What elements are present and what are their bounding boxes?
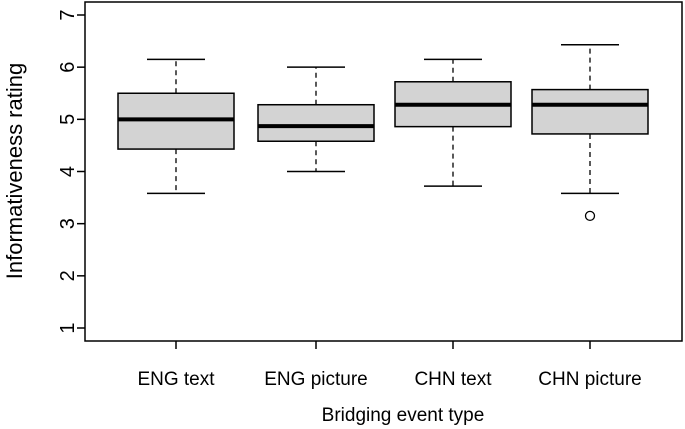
box-chn-picture [531,43,649,221]
x-tick-label: ENG picture [264,369,367,390]
y-axis: 1 2 3 4 5 6 7 [57,9,85,334]
x-tick-label: CHN picture [538,369,641,390]
outlier-point [584,210,596,221]
y-tick-label: 5 [57,114,79,125]
boxes [117,43,649,221]
plot-frame [84,1,683,342]
y-axis-label: Informativeness rating [2,63,27,279]
y-tick-label: 4 [57,166,79,177]
x-axis: ENG text ENG picture CHN text CHN picture [137,341,642,390]
y-tick-label: 3 [57,218,79,229]
y-tick-label: 1 [57,322,79,333]
box-eng-picture [257,66,375,173]
x-tick-label: ENG text [137,369,215,390]
y-tick-label: 7 [57,9,79,20]
box-eng-text [117,58,235,195]
iqr-box [257,103,375,142]
iqr-box [531,88,649,135]
y-tick-label: 6 [57,62,79,73]
x-axis-label: Bridging event type [322,405,485,426]
x-tick-label: CHN text [414,369,492,390]
y-tick-label: 2 [57,270,79,281]
box-chn-text [394,58,512,187]
